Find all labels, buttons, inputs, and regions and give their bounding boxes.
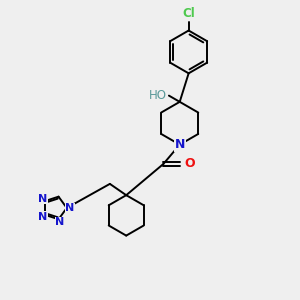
Text: Cl: Cl [182, 7, 195, 20]
Text: O: O [184, 158, 194, 170]
Text: N: N [175, 138, 185, 151]
Text: N: N [38, 194, 47, 204]
Text: N: N [65, 203, 75, 213]
Text: HO: HO [149, 89, 167, 102]
Text: N: N [55, 218, 64, 227]
Text: N: N [38, 212, 47, 222]
